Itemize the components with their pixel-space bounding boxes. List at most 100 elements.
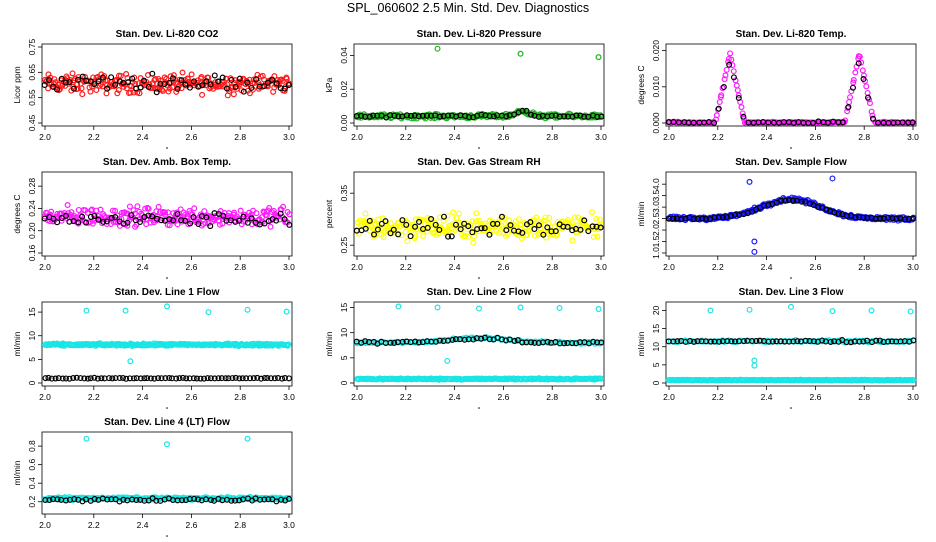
x-axis-marker xyxy=(478,277,480,279)
data-point xyxy=(106,375,113,382)
data-point xyxy=(552,228,559,235)
chart-svg: Stan. Dev. Li-820 Temp. 2.0 2.2 2.4 2.6 2.8 3.… xyxy=(636,29,919,149)
y-tick-label: 0.45 xyxy=(27,114,37,131)
data-point xyxy=(548,112,555,119)
data-point xyxy=(117,72,124,79)
chart-svg: Stan. Dev. Gas Stream RH 2.0 2.2 2.4 2.6 2.8 3… xyxy=(324,157,607,279)
data-point xyxy=(51,76,58,83)
data-point xyxy=(232,497,239,504)
x-tick-label: 2.4 xyxy=(137,520,149,530)
series-all xyxy=(354,45,604,122)
data-point xyxy=(589,223,596,230)
data-point xyxy=(486,217,493,224)
data-point xyxy=(723,66,730,73)
data-point xyxy=(523,107,530,114)
data-point xyxy=(573,112,580,119)
data-point xyxy=(436,337,443,344)
data-point xyxy=(236,497,243,504)
data-point xyxy=(569,340,576,347)
data-point xyxy=(746,178,753,185)
data-point xyxy=(244,306,251,313)
data-point xyxy=(450,209,457,216)
data-point xyxy=(877,215,884,222)
x-tick-label: 2.0 xyxy=(39,132,51,142)
y-tick-label: 0.28 xyxy=(27,178,37,195)
data-point xyxy=(542,214,549,221)
data-point xyxy=(876,337,883,344)
data-point xyxy=(83,307,90,314)
data-point xyxy=(179,374,186,381)
data-point xyxy=(54,210,61,217)
data-point xyxy=(597,224,604,231)
data-point xyxy=(437,113,444,120)
x-tick-label: 2.4 xyxy=(137,132,149,142)
data-point xyxy=(243,375,250,382)
data-point xyxy=(109,207,116,214)
data-point xyxy=(702,215,709,222)
data-point xyxy=(281,375,288,382)
y-tick-label: 4.0 xyxy=(651,178,661,190)
data-point xyxy=(157,80,164,87)
data-point xyxy=(444,212,451,219)
data-point xyxy=(136,90,143,97)
data-point xyxy=(852,69,859,76)
data-point xyxy=(95,78,102,85)
data-point xyxy=(528,339,535,346)
data-point xyxy=(569,237,576,244)
y-tick-label: 0 xyxy=(27,380,37,385)
data-point xyxy=(519,107,526,114)
data-point xyxy=(378,220,385,227)
x-tick-label: 3.0 xyxy=(907,132,919,142)
data-point xyxy=(507,222,514,229)
data-point xyxy=(124,219,131,226)
data-point xyxy=(519,339,526,346)
data-point xyxy=(531,232,538,239)
x-tick-label: 2.8 xyxy=(858,262,870,272)
data-point xyxy=(407,233,414,240)
data-point xyxy=(182,81,189,88)
data-point xyxy=(211,72,218,79)
data-point xyxy=(590,338,597,345)
data-point xyxy=(78,85,85,92)
data-point xyxy=(552,112,559,119)
data-point xyxy=(97,206,104,213)
data-point xyxy=(711,119,718,126)
data-point xyxy=(239,375,246,382)
chart-panel: Stan. Dev. Line 3 Flow 2.0 2.2 2.4 2.6 2.8 3.0… xyxy=(624,284,924,414)
data-point xyxy=(70,375,77,382)
data-point xyxy=(182,497,189,504)
data-point xyxy=(590,234,597,241)
x-axis-marker xyxy=(166,147,168,149)
data-point xyxy=(690,338,697,345)
series-avg xyxy=(42,495,293,505)
data-point xyxy=(47,211,54,218)
data-point xyxy=(116,78,123,85)
data-point xyxy=(69,70,76,77)
chart-panel: Stan. Dev. Amb. Box Temp. 2.0 2.2 2.4 2.6 2.8… xyxy=(0,154,300,284)
data-point xyxy=(856,338,863,345)
data-point xyxy=(275,375,282,382)
data-point xyxy=(694,338,701,345)
data-point xyxy=(83,435,90,442)
data-point xyxy=(68,209,75,216)
data-point xyxy=(267,223,274,230)
data-point xyxy=(109,375,116,382)
data-point xyxy=(718,92,725,99)
x-tick-label: 2.2 xyxy=(88,392,100,402)
data-point xyxy=(852,214,859,221)
chart-svg: Stan. Dev. Li-820 Pressure 2.0 2.2 2.4 2.6 2.… xyxy=(324,29,607,149)
chart-title: Stan. Dev. Line 3 Flow xyxy=(739,287,844,298)
x-tick-label: 2.2 xyxy=(712,262,724,272)
data-point xyxy=(478,225,485,232)
data-point xyxy=(597,221,604,228)
data-point xyxy=(716,338,723,345)
data-point xyxy=(751,357,758,364)
data-point xyxy=(740,338,747,345)
y-tick-label: 10 xyxy=(27,331,37,341)
plot-frame xyxy=(353,171,605,257)
data-point xyxy=(730,68,737,75)
data-point xyxy=(149,213,156,220)
data-point xyxy=(264,83,271,90)
data-point xyxy=(503,113,510,120)
data-point xyxy=(134,203,141,210)
